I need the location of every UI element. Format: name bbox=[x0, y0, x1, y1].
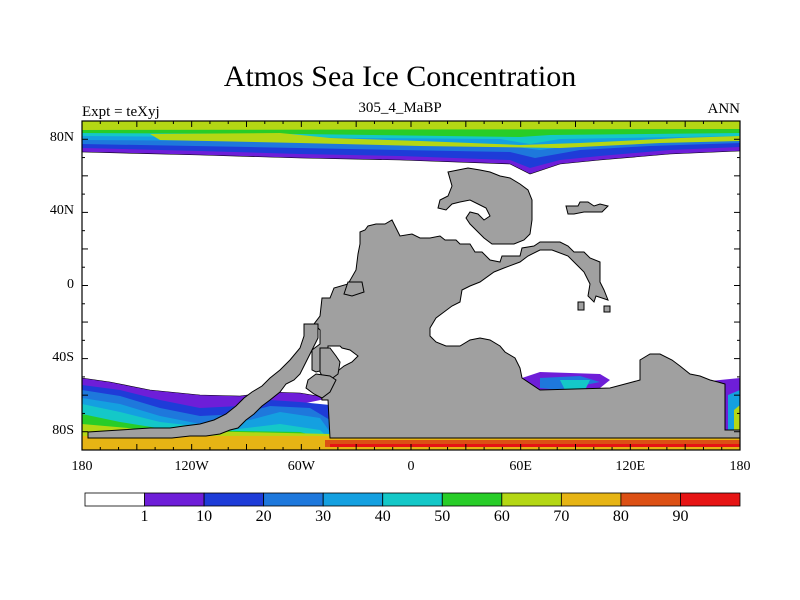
colorbar-swatch bbox=[620, 492, 681, 507]
lon-tick-label: 0 bbox=[407, 459, 415, 474]
mid-island bbox=[343, 281, 365, 297]
colorbar-swatch bbox=[560, 492, 622, 507]
lat-tick-label: 0 bbox=[67, 276, 74, 292]
colorbar-swatch bbox=[84, 492, 145, 507]
season-label: ANN bbox=[707, 101, 741, 117]
lon-tick-label: 180 bbox=[71, 459, 93, 474]
colorbar-label: 40 bbox=[374, 508, 391, 525]
colorbar-swatch bbox=[680, 492, 741, 507]
lat-tick-label: 80N bbox=[49, 130, 74, 146]
colorbar-swatch bbox=[382, 492, 443, 507]
south-atlantic-ridge bbox=[305, 373, 337, 399]
colorbar-swatch bbox=[501, 492, 562, 507]
colorbar-label: 10 bbox=[196, 508, 213, 525]
lon-tick-label: 60W bbox=[287, 459, 315, 474]
main-continent bbox=[311, 219, 741, 439]
east-islet-b bbox=[603, 305, 611, 313]
antarctic-strip-100 bbox=[330, 444, 740, 447]
lat-tick-label: 40S bbox=[52, 349, 74, 365]
east-island-small bbox=[565, 201, 609, 215]
lon-tick-label: 120W bbox=[174, 459, 209, 474]
colorbar-swatch bbox=[203, 492, 265, 507]
map-title: Atmos Sea Ice Concentration bbox=[223, 60, 577, 93]
north-eastern-continent bbox=[437, 167, 533, 245]
south-america-arm bbox=[87, 323, 319, 439]
tick-marks bbox=[81, 120, 741, 451]
colorbar-swatch bbox=[322, 492, 384, 507]
colorbar-label: 30 bbox=[315, 508, 332, 525]
land-masses bbox=[87, 167, 741, 439]
experiment-label: Expt = teXyj bbox=[82, 104, 160, 120]
colorbar-label: 50 bbox=[434, 508, 451, 525]
colorbar-label: 90 bbox=[672, 508, 689, 525]
antarctic-strip-90 bbox=[325, 440, 740, 447]
lon-tick-label: 180 bbox=[729, 459, 751, 474]
period-label: 305_4_MaBP bbox=[358, 100, 442, 116]
colorbar-label: 20 bbox=[255, 508, 272, 525]
colorbar-label: 80 bbox=[612, 508, 629, 525]
colorbar-label: 70 bbox=[553, 508, 570, 525]
colorbar-swatch bbox=[441, 492, 503, 507]
arctic-ice-edge bbox=[82, 150, 740, 175]
colorbar-swatch bbox=[144, 492, 205, 507]
colorbar-label: 1 bbox=[140, 508, 149, 525]
indian-ice-band-50 bbox=[560, 380, 590, 390]
lon-tick-label: 60E bbox=[509, 459, 532, 474]
east-islet-a bbox=[577, 301, 585, 311]
colorbar-swatch bbox=[263, 492, 324, 507]
lon-tick-label: 120E bbox=[615, 459, 646, 474]
antarctic-ice-edge-west bbox=[82, 377, 331, 399]
lat-tick-label: 80S bbox=[52, 422, 74, 438]
colorbar-label: 60 bbox=[493, 508, 510, 525]
colorbar bbox=[84, 492, 741, 507]
lat-tick-label: 40N bbox=[49, 203, 74, 219]
arctic-ice-band-core bbox=[150, 133, 740, 148]
